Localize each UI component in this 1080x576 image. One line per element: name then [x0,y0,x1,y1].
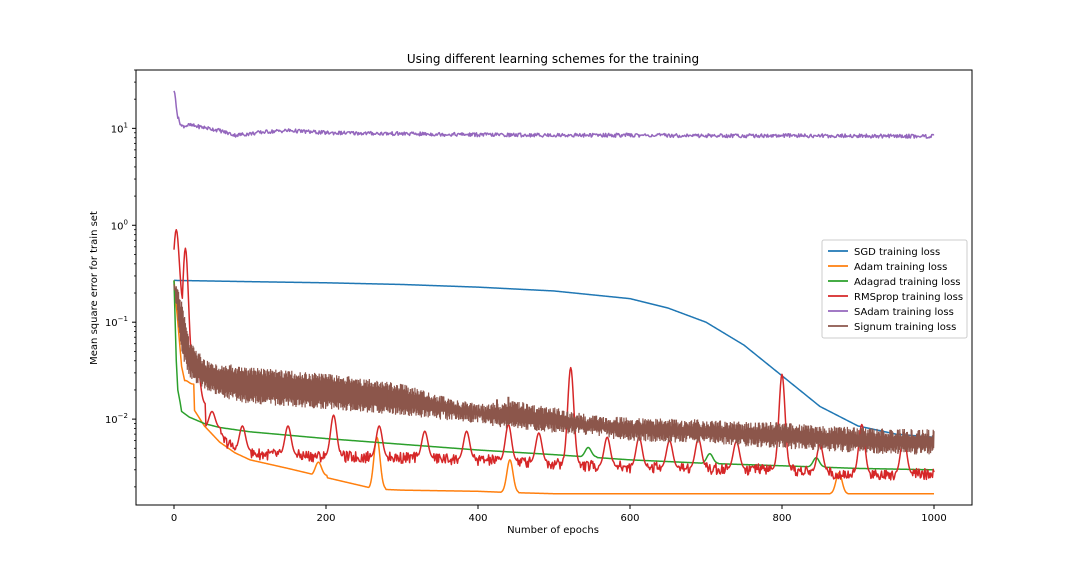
legend-box [821,239,968,339]
y-axis: 10−2 10−1 100 101 [105,69,136,488]
series-sadam-training-loss [173,90,935,139]
legend-label: SGD training loss [854,247,940,258]
legend-label: Signum training loss [854,322,956,333]
x-tick-label: 800 [772,513,791,524]
series-sgd-training-loss [173,279,935,438]
legend-label: Adagrad training loss [854,277,961,288]
series-signum-training-loss [173,284,935,455]
x-tick-label: 200 [316,513,335,524]
plot-frame [135,69,973,506]
legend: SGD training loss Adam training loss Adagr… [821,239,968,339]
series-layer [173,90,935,495]
y-axis-label: Mean square error for train set [89,211,100,365]
legend-label: RMSprop training loss [854,292,963,303]
signum-line [173,284,935,455]
legend-label: SAdam training loss [854,307,954,318]
series-adagrad-training-loss [173,280,935,471]
legend-item: RMSprop training loss [828,292,963,303]
x-axis: 0 200 400 600 800 1000 [171,505,947,524]
legend-item: Adagrad training loss [828,277,961,288]
series-line [173,228,935,481]
series-line [173,90,935,139]
legend-item: SAdam training loss [828,307,954,318]
legend-label: Adam training loss [854,262,947,273]
y-tick-label: 10−2 [105,412,128,426]
series-line [173,280,934,495]
legend-item: Adam training loss [828,262,947,273]
series-line [173,280,935,471]
y-tick-label: 101 [111,121,128,135]
series-rmsprop-training-loss [173,228,935,481]
series-line [173,279,935,438]
series-adam-training-loss [173,280,934,495]
x-tick-label: 0 [171,513,177,524]
chart-title: Using different learning schemes for the… [407,52,699,66]
legend-item: Signum training loss [828,322,956,333]
legend-item: SGD training loss [828,247,940,258]
y-tick-label: 10−1 [105,315,128,329]
x-tick-label: 600 [620,513,639,524]
y-tick-label: 100 [111,218,128,232]
x-axis-label: Number of epochs [507,525,599,536]
x-tick-label: 1000 [921,513,946,524]
x-tick-label: 400 [468,513,487,524]
